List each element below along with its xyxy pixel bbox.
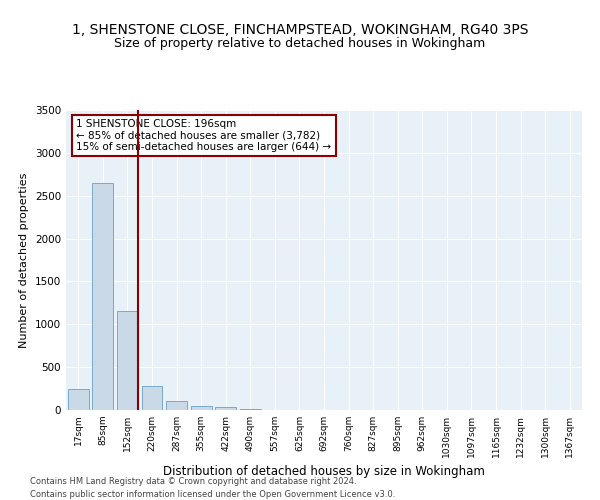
Bar: [92, 183, 113, 410]
Bar: [166, 402, 187, 410]
Bar: [142, 386, 163, 410]
Y-axis label: Number of detached properties: Number of detached properties: [19, 172, 29, 348]
Text: Contains HM Land Registry data © Crown copyright and database right 2024.: Contains HM Land Registry data © Crown c…: [30, 478, 356, 486]
Bar: [240, 409, 261, 410]
Text: Size of property relative to detached houses in Wokingham: Size of property relative to detached ho…: [115, 38, 485, 51]
Bar: [117, 312, 138, 410]
Text: 1 SHENSTONE CLOSE: 196sqm
← 85% of detached houses are smaller (3,782)
15% of se: 1 SHENSTONE CLOSE: 196sqm ← 85% of detac…: [76, 119, 331, 152]
Bar: [68, 388, 89, 410]
Bar: [191, 406, 212, 410]
Text: Contains public sector information licensed under the Open Government Licence v3: Contains public sector information licen…: [30, 490, 395, 499]
Text: 1, SHENSTONE CLOSE, FINCHAMPSTEAD, WOKINGHAM, RG40 3PS: 1, SHENSTONE CLOSE, FINCHAMPSTEAD, WOKIN…: [72, 22, 528, 36]
X-axis label: Distribution of detached houses by size in Wokingham: Distribution of detached houses by size …: [163, 466, 485, 478]
Bar: [215, 408, 236, 410]
